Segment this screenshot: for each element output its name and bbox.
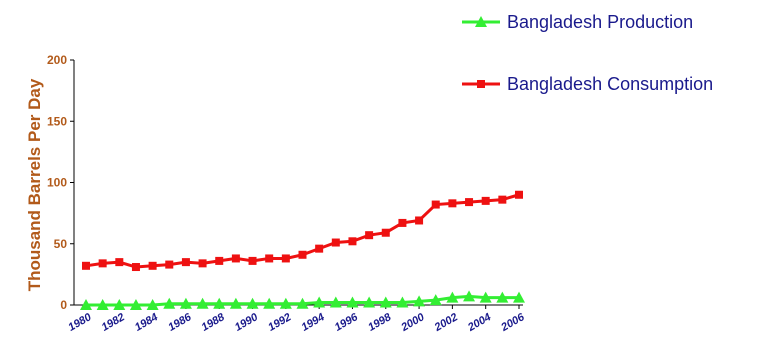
data-point — [396, 296, 409, 308]
data-point — [446, 291, 459, 303]
data-point — [148, 261, 157, 270]
data-point — [313, 296, 326, 308]
data-point — [498, 195, 507, 204]
series-1 — [82, 190, 523, 272]
x-tick-label: 1994 — [299, 311, 326, 334]
y-tick-label: 0 — [60, 298, 67, 312]
data-point — [265, 254, 274, 263]
data-point — [448, 199, 457, 208]
data-point — [413, 295, 426, 307]
data-point — [131, 263, 140, 272]
x-tick-label: 2002 — [432, 311, 460, 334]
y-tick-label: 100 — [47, 176, 67, 190]
data-point — [381, 228, 390, 237]
legend-label: Bangladesh Production — [507, 12, 693, 32]
data-point — [146, 299, 159, 310]
y-tick-label: 200 — [47, 53, 67, 67]
legend-item: Bangladesh Production — [462, 12, 693, 32]
data-point — [398, 218, 407, 227]
data-point — [196, 297, 209, 309]
data-point — [80, 299, 92, 310]
data-point — [96, 299, 109, 310]
y-tick-label: 50 — [54, 237, 68, 251]
data-point — [113, 299, 126, 310]
data-point — [165, 260, 174, 269]
data-point — [348, 237, 357, 246]
data-point — [279, 297, 292, 309]
data-point — [363, 296, 376, 308]
data-point — [481, 196, 490, 205]
x-tick-label: 2000 — [399, 311, 428, 335]
data-point — [298, 250, 307, 259]
data-point — [429, 294, 442, 306]
data-point — [415, 216, 424, 225]
data-point — [163, 297, 176, 309]
x-tick-label: 1996 — [333, 311, 361, 334]
data-point — [479, 291, 492, 303]
y-tick-label: 150 — [47, 114, 67, 128]
legend-item: Bangladesh Consumption — [462, 74, 713, 94]
data-point — [129, 299, 142, 310]
x-tick-label: 1984 — [133, 311, 160, 334]
data-point — [246, 297, 259, 309]
data-point — [231, 254, 240, 263]
data-point — [331, 238, 340, 247]
data-point — [496, 291, 509, 303]
data-point — [513, 291, 525, 303]
x-tick-label: 1980 — [66, 311, 94, 334]
x-tick-label: 1986 — [166, 311, 194, 334]
data-point — [431, 200, 440, 209]
data-point — [346, 296, 359, 308]
data-point — [181, 258, 190, 267]
x-tick-label: 1990 — [233, 311, 261, 334]
data-point — [315, 244, 324, 253]
data-point — [515, 190, 523, 199]
x-tick-label: 1982 — [100, 311, 127, 334]
data-point — [115, 258, 124, 267]
x-tick-label: 1998 — [366, 311, 394, 334]
data-point — [198, 259, 207, 268]
data-point — [465, 198, 474, 207]
data-point — [365, 231, 374, 240]
legend-marker — [477, 80, 485, 88]
legend: Bangladesh Production Bangladesh Consumpt… — [462, 12, 713, 94]
x-tick-label: 2004 — [465, 311, 493, 334]
legend-label: Bangladesh Consumption — [507, 74, 713, 94]
y-tick-labels: 0 50 100 150 200 — [47, 53, 74, 312]
data-point — [263, 297, 276, 309]
data-point — [215, 256, 224, 265]
data-point — [463, 290, 476, 302]
data-point — [296, 297, 309, 309]
x-tick-label: 1988 — [200, 311, 228, 334]
data-point — [379, 296, 392, 308]
x-tick-label: 2006 — [498, 311, 527, 335]
series-0 — [80, 290, 525, 310]
series-plot-area — [80, 190, 525, 310]
data-point — [98, 259, 107, 268]
data-point — [329, 296, 342, 308]
y-axis-title: Thousand Barrels Per Day — [25, 78, 44, 291]
data-point — [213, 297, 226, 309]
data-point — [82, 261, 90, 270]
legend-marker — [475, 16, 487, 27]
data-point — [179, 297, 192, 309]
data-point — [229, 297, 242, 309]
x-tick-label: 1992 — [266, 311, 293, 334]
data-point — [248, 256, 257, 265]
data-point — [281, 254, 290, 263]
